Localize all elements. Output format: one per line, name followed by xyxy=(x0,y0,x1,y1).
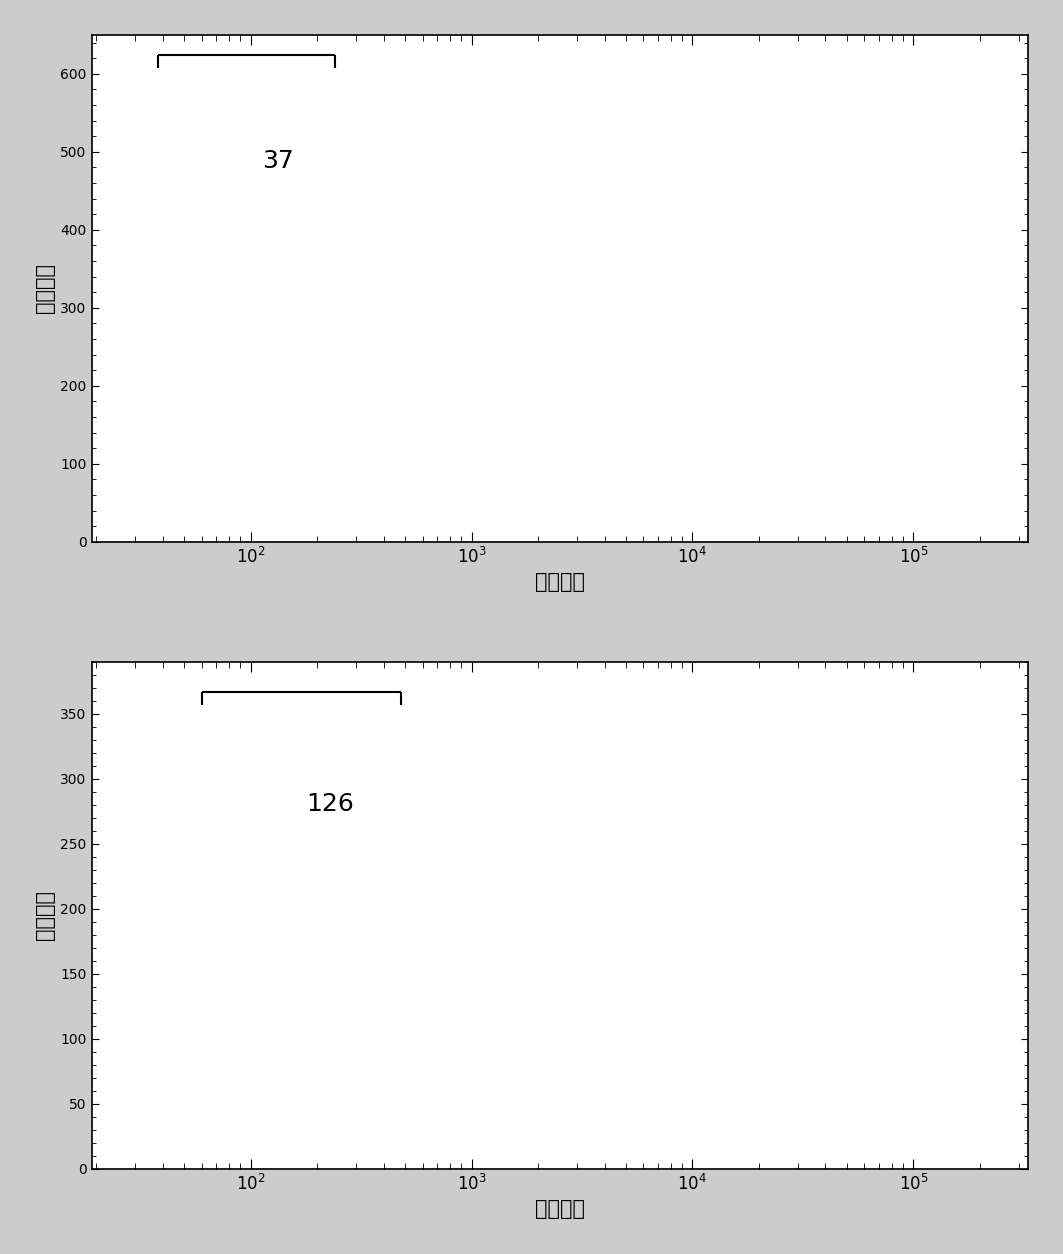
X-axis label: 荧光强度: 荧光强度 xyxy=(535,572,585,592)
Y-axis label: 细胞数目: 细胞数目 xyxy=(35,263,54,314)
Text: 37: 37 xyxy=(261,149,293,173)
Text: 126: 126 xyxy=(306,791,354,815)
X-axis label: 荧光强度: 荧光强度 xyxy=(535,1199,585,1219)
Y-axis label: 细胞数目: 细胞数目 xyxy=(35,890,54,940)
